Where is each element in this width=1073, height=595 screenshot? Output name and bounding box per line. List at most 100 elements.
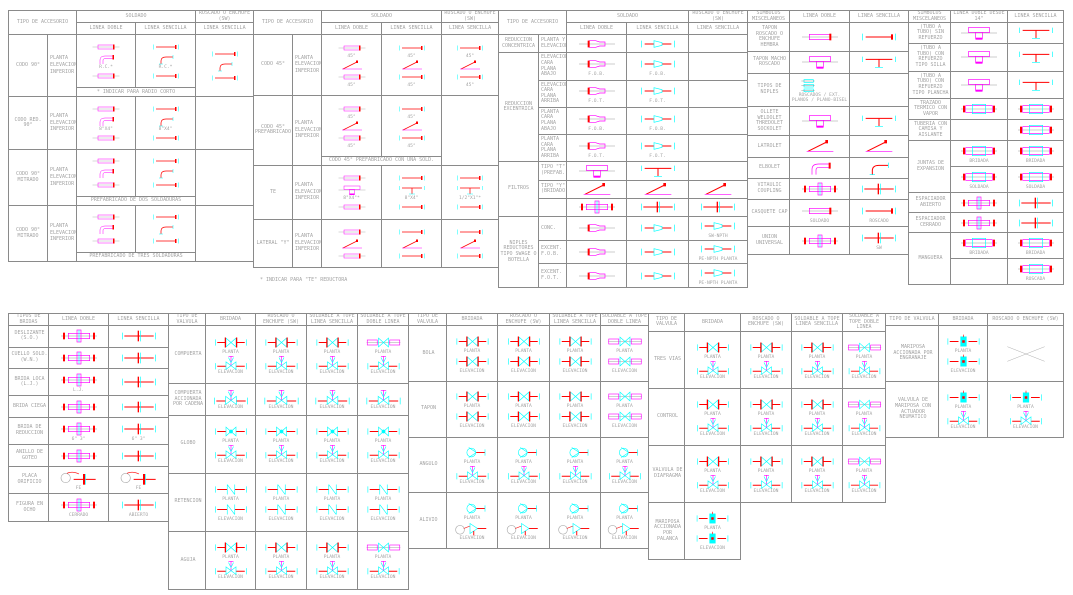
column-header: ROSCADO O ENCHUFE (SW) [195, 9, 255, 24]
sgl-symbol-icon [152, 214, 179, 220]
symbol-cell: 8"x4" [134, 96, 197, 151]
diag-symbol-icon [644, 183, 671, 195]
table-row: GLOBO PLANTA ELEVACION PLANTA ELEVACION PLANT… [168, 414, 409, 474]
view-labels: ELEVACION CARA PLANA ABAJO [538, 52, 567, 81]
symbol-cell: PLANTA ELEVACION [306, 325, 358, 385]
symbol-cell: PLANTA ELEVACION [740, 387, 792, 446]
view-labels: TIPO "Y" (BRIDADO) [538, 179, 567, 199]
valve-symbol-icon [507, 411, 540, 422]
column-header: SOLDABLE A TOPE DOBLE LINEA [600, 312, 649, 327]
symbol-caption: SOLDADO [809, 218, 830, 224]
symbol-cell: PLANTA ELEVACION [446, 492, 498, 549]
tees-symbol-icon [1018, 27, 1053, 39]
note-row: PREFABRICADO DE TRES SOLDADURAS [9, 252, 254, 262]
symbol-cell: PLANTA ELEVACION [306, 530, 358, 591]
jack-symbol-icon [961, 238, 997, 248]
table-row: (TUBO A TUBO) CON REFUERZO TIPO PLANCHA [908, 70, 1064, 100]
table-row: CODO 90° PLANTA ELEVACION INFERIOR R.C.* R.C.… [8, 34, 255, 98]
symbol-cell [789, 177, 850, 201]
jack-symbol-icon [961, 172, 997, 183]
flgs-symbol-icon [121, 499, 156, 511]
symbol-cell [950, 191, 1008, 214]
symbol-caption: ELEVACION [612, 479, 637, 485]
flgd-symbol-icon [60, 373, 97, 386]
symbol-caption: BRIDADA [1025, 159, 1046, 165]
symbol-cell [134, 205, 197, 253]
symbol-cell: PLANTA ELEVACION [549, 436, 601, 494]
valve-symbol-icon [214, 337, 247, 348]
symbol-caption: 45° [347, 143, 356, 149]
symbol-caption: PLANTA [374, 349, 392, 355]
symbol-cell [1007, 22, 1064, 45]
flgs-symbol-icon [701, 202, 736, 213]
symbol-caption: PE-NPTH PLANTA [698, 281, 738, 287]
symbol-cell: PLANTA ELEVACION [205, 325, 256, 385]
valve-symbol-icon [801, 456, 833, 467]
symbol-caption: SW [876, 246, 882, 252]
valve-symbol-icon [696, 342, 729, 353]
symbol-cell: ELEVACION [306, 383, 358, 416]
flgd-symbol-icon [60, 351, 97, 365]
symbol-caption: ELEVACION [562, 368, 588, 374]
dbl-symbol-icon [92, 73, 120, 79]
column-header: ROSCADO O ENCHUFE (SW) [987, 313, 1064, 326]
symbol-cell: 45° 45° [321, 34, 382, 96]
angle-symbol-icon [466, 447, 485, 458]
symbol-cell: PLANTA ELEVACION [306, 472, 358, 532]
symbol-caption: PLANTA [808, 354, 826, 360]
row-label: CUELLO SOLD. (W.N.) [8, 346, 49, 369]
column-header: LINEA SENCILLA [849, 9, 909, 24]
symbol-cell: PLANTA ELEVACION [938, 325, 988, 382]
valve-symbol-icon [456, 335, 488, 347]
view-label: EXCENT. F.O.B. [541, 245, 563, 257]
symbol-caption: 8"x4" [158, 126, 173, 132]
globe-symbol-icon [367, 426, 399, 437]
teed-symbol-icon [961, 27, 997, 40]
header-row: TIPO DE VALVULA BRIDADA ROSCADO O ENCHUFE … [648, 313, 886, 332]
view-label: ELEVACION [295, 188, 322, 195]
symbol-caption: 45° [347, 54, 356, 60]
jack-symbol-icon [961, 104, 997, 115]
symbol-cell [789, 135, 850, 158]
dbl-symbol-icon [92, 44, 120, 50]
symbol-cell: F.O.T. [625, 79, 690, 108]
symbol-caption: 45° [407, 114, 416, 120]
jack-symbol-icon [1017, 263, 1054, 274]
tees-symbol-icon [457, 185, 483, 195]
psv-symbol-icon [607, 522, 639, 536]
row-label: ANILLO DE GOTEO [8, 444, 49, 467]
symbol-cell: PLANTA ELEVACION [549, 380, 601, 438]
angle-symbol-icon [618, 502, 638, 514]
symbol-caption: PLANTA [704, 525, 721, 531]
reds-symbol-icon [640, 40, 675, 48]
reds-symbol-icon [640, 87, 675, 96]
symbol-caption: ELEVACION [268, 369, 294, 375]
column-header: LINEA DOBLE [566, 22, 627, 36]
symbol-cell [950, 70, 1008, 100]
flgd-symbol-icon [60, 498, 97, 512]
valvs-symbol-icon [367, 355, 399, 370]
note-row: PREFABRICADO DE DOS SOLDADURAS [9, 196, 254, 207]
symbol-cell [950, 43, 1008, 72]
symbol-caption: F.O.T. [649, 99, 666, 105]
valvs-symbol-icon [214, 445, 247, 460]
table-row: DESLIZANTE (S.O.) [8, 325, 169, 348]
symbol-caption: ELEVACION [753, 374, 779, 380]
valve-symbol-icon [316, 542, 348, 553]
view-label: ELEVACION [295, 239, 322, 246]
symbol-caption: ELEVACION [319, 517, 345, 523]
row-label: CASQUETE CAP [747, 198, 790, 228]
angle-symbol-icon [517, 447, 537, 458]
symbol-caption: PLANTA [855, 468, 873, 474]
row-label: ANGULO [408, 436, 447, 494]
view-label: PLANTA CARA PLANA ARRIBA [541, 136, 560, 159]
valve-symbol-icon [456, 391, 488, 402]
dbl-symbol-icon [338, 253, 365, 259]
valvs-symbol-icon [696, 474, 729, 489]
symbol-caption: ELEVACION [804, 431, 830, 437]
symbol-cell [688, 79, 749, 108]
check-symbol-icon [265, 504, 297, 515]
symbol-caption: PLANTA [463, 348, 481, 354]
symbol-cell: 45° 45° [380, 34, 443, 96]
symbol-caption: ELEVACION [511, 424, 536, 430]
